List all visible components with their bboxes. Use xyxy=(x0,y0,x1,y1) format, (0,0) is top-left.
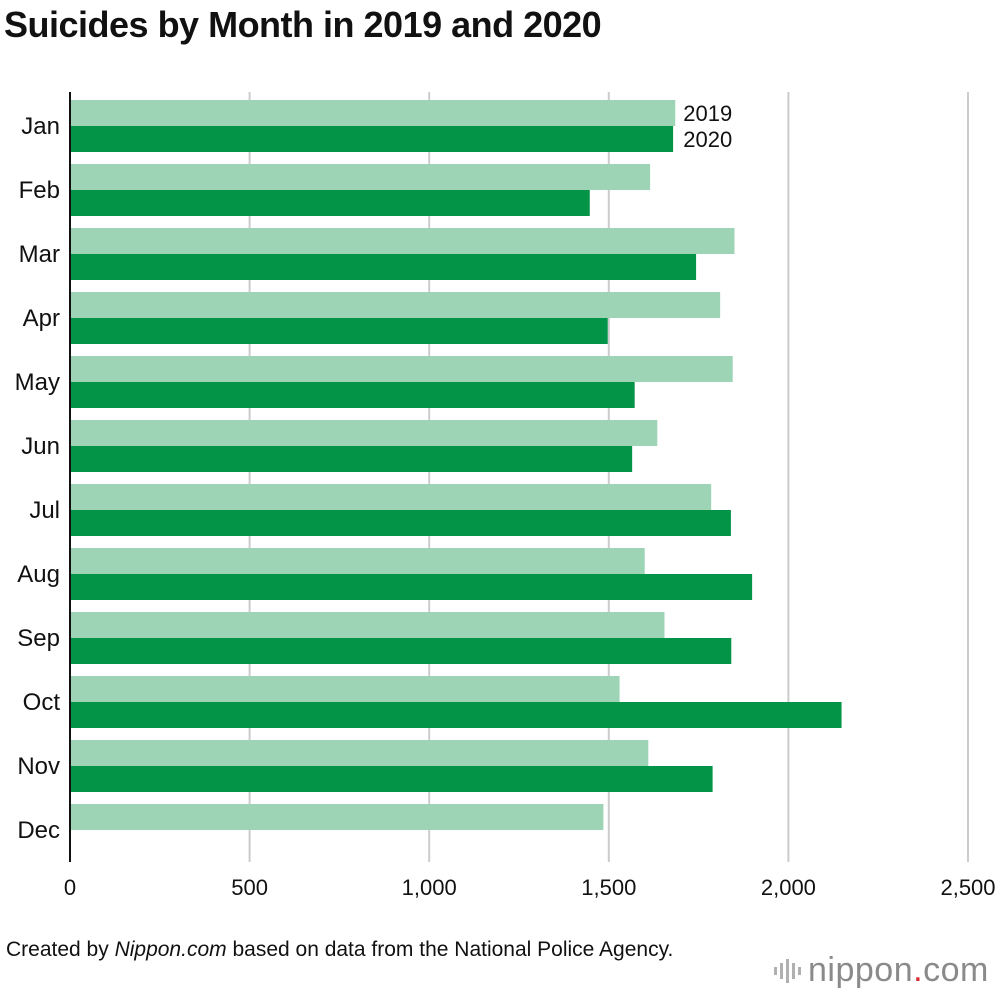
bar-aug-2020 xyxy=(70,574,753,600)
x-tick-label: 1,000 xyxy=(402,875,457,900)
x-tick-label: 500 xyxy=(231,875,268,900)
bar-sep-2019 xyxy=(70,612,665,638)
category-label: Aug xyxy=(17,561,60,588)
bar-nov-2020 xyxy=(70,766,713,792)
logo-wordmark: nippon.com xyxy=(808,951,989,990)
bar-apr-2020 xyxy=(70,318,608,344)
grid-lines xyxy=(248,92,969,862)
category-label: Apr xyxy=(23,305,60,332)
bar-jun-2019 xyxy=(70,420,658,446)
legend-label-2019: 2019 xyxy=(683,101,732,126)
bar-jul-2019 xyxy=(70,484,712,510)
bar-jul-2020 xyxy=(70,510,731,536)
labels: 0 500 1,000 1,500 2,000 2,500 Jan Feb Mar Apr May J… xyxy=(15,101,996,900)
source-credit: Created by Nippon.com based on data from… xyxy=(6,936,706,964)
bar-dec-2019 xyxy=(70,804,604,830)
bar-oct-2019 xyxy=(70,676,620,702)
category-label: Jul xyxy=(29,497,60,524)
logo-tld: com xyxy=(923,951,989,989)
logo-dot: . xyxy=(913,951,924,989)
category-label: May xyxy=(15,369,60,396)
bar-may-2020 xyxy=(70,382,635,408)
bar-aug-2019 xyxy=(70,548,645,574)
logo-name: nippon xyxy=(808,951,914,989)
bar-oct-2020 xyxy=(70,702,842,728)
bar-jun-2020 xyxy=(70,446,633,472)
horizontal-bar-chart: 0 500 1,000 1,500 2,000 2,500 Jan Feb Mar Apr May J… xyxy=(15,92,996,900)
category-label: Sep xyxy=(17,625,60,652)
nippon-bars-icon xyxy=(774,958,801,983)
credit-suffix: based on data from the National Police A… xyxy=(226,938,674,961)
chart-title: Suicides by Month in 2019 and 2020 xyxy=(4,4,602,45)
category-label: Mar xyxy=(19,241,60,268)
legend-label-2020: 2020 xyxy=(683,127,732,152)
category-label: Nov xyxy=(17,753,60,780)
category-label: Jan xyxy=(21,113,60,140)
bar-jan-2020 xyxy=(70,126,674,152)
bar-feb-2019 xyxy=(70,164,651,190)
bar-feb-2020 xyxy=(70,190,590,216)
credit-prefix: Created by xyxy=(6,938,115,961)
x-tick-label: 2,500 xyxy=(940,875,995,900)
category-label: Dec xyxy=(17,817,60,844)
bar-nov-2019 xyxy=(70,740,649,766)
category-label: Oct xyxy=(23,689,61,716)
bar-mar-2020 xyxy=(70,254,697,280)
x-tick-label: 2,000 xyxy=(761,875,816,900)
bar-apr-2019 xyxy=(70,292,721,318)
bar-sep-2020 xyxy=(70,638,732,664)
x-tick-label: 0 xyxy=(64,875,76,900)
x-tick-label: 1,500 xyxy=(581,875,636,900)
bar-may-2019 xyxy=(70,356,733,382)
category-label: Feb xyxy=(19,177,60,204)
bar-jan-2019 xyxy=(70,100,676,126)
bar-mar-2019 xyxy=(70,228,735,254)
category-label: Jun xyxy=(21,433,60,460)
credit-source-name: Nippon.com xyxy=(114,938,227,961)
bars xyxy=(70,100,842,830)
nippon-logo: nippon.com xyxy=(772,951,989,990)
